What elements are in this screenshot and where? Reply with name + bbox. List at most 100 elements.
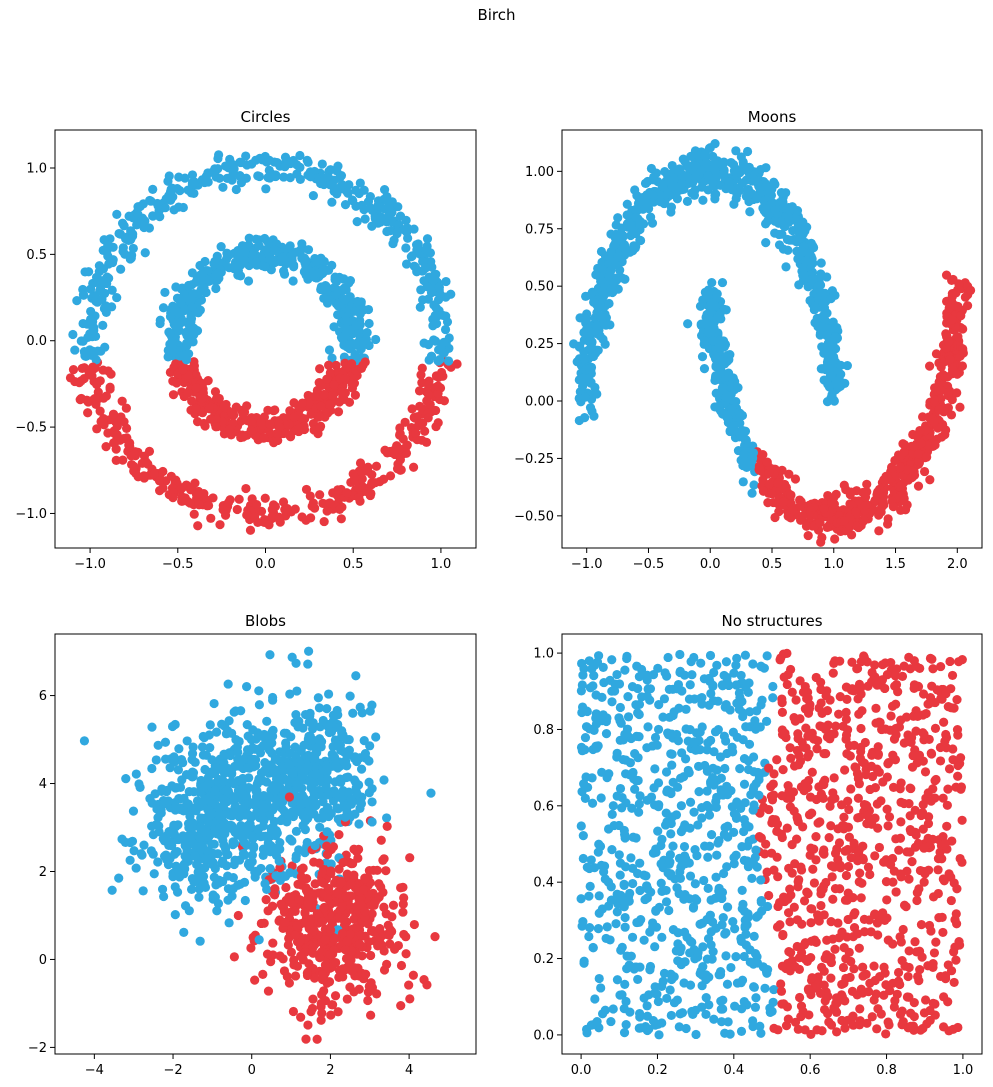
- data-point-cluster-1: [118, 455, 128, 465]
- data-point-cluster-1: [396, 1001, 406, 1011]
- data-point-cluster-0: [818, 322, 828, 332]
- data-point-cluster-1: [786, 490, 796, 500]
- data-point-cluster-0: [290, 717, 300, 728]
- data-point-cluster-0: [685, 871, 696, 881]
- data-point-cluster-0: [126, 253, 136, 263]
- data-point-cluster-0: [818, 298, 828, 308]
- data-point-cluster-1: [433, 418, 443, 428]
- data-point-cluster-1: [354, 984, 364, 994]
- data-point-cluster-0: [152, 198, 162, 209]
- data-point-cluster-0: [267, 738, 277, 748]
- y-tick-label: 0.0: [26, 334, 47, 349]
- x-tick-label: 4: [405, 1063, 413, 1078]
- data-point-cluster-0: [203, 817, 213, 827]
- data-point-cluster-0: [285, 241, 295, 251]
- data-point-cluster-1: [298, 863, 308, 873]
- data-point-cluster-1: [940, 429, 950, 440]
- data-point-cluster-0: [274, 856, 284, 866]
- data-point-cluster-0: [440, 324, 451, 335]
- data-point-cluster-0: [635, 885, 645, 896]
- data-point-cluster-0: [240, 255, 250, 265]
- data-point-cluster-0: [709, 1014, 719, 1024]
- data-point-cluster-0: [798, 217, 808, 227]
- data-point-cluster-1: [936, 362, 946, 372]
- x-tick-label: 2.0: [947, 557, 968, 572]
- y-tick-label: −0.5: [15, 421, 47, 436]
- data-point-cluster-0: [212, 906, 222, 916]
- data-point-cluster-1: [317, 916, 328, 927]
- data-point-cluster-0: [114, 873, 124, 883]
- data-point-cluster-1: [409, 919, 419, 930]
- data-point-cluster-0: [242, 720, 252, 730]
- data-point-cluster-1: [220, 510, 231, 520]
- data-point-cluster-1: [895, 481, 906, 491]
- data-point-cluster-0: [597, 313, 607, 323]
- data-point-cluster-0: [401, 243, 411, 253]
- data-point-cluster-0: [79, 347, 90, 357]
- data-point-cluster-1: [301, 1034, 311, 1044]
- data-point-cluster-0: [588, 943, 598, 953]
- data-point-cluster-1: [281, 882, 291, 893]
- data-point-cluster-0: [683, 161, 693, 171]
- data-point-cluster-1: [946, 410, 957, 420]
- data-point-cluster-0: [295, 174, 305, 184]
- data-point-cluster-0: [712, 289, 722, 299]
- data-point-cluster-0: [268, 692, 278, 703]
- data-point-cluster-0: [187, 818, 198, 828]
- data-point-cluster-0: [799, 269, 809, 279]
- data-point-cluster-0: [229, 263, 239, 274]
- data-point-cluster-1: [385, 471, 396, 481]
- data-point-cluster-0: [205, 720, 215, 730]
- data-point-cluster-1: [276, 899, 286, 909]
- data-point-cluster-0: [696, 166, 706, 176]
- data-point-cluster-1: [189, 357, 199, 367]
- data-point-cluster-1: [308, 994, 318, 1004]
- data-point-cluster-1: [290, 906, 300, 917]
- data-point-cluster-0: [769, 984, 779, 995]
- data-point-cluster-0: [147, 798, 157, 808]
- data-point-cluster-0: [721, 410, 732, 420]
- data-point-cluster-0: [717, 893, 727, 904]
- data-point-cluster-1: [758, 450, 768, 460]
- data-point-cluster-1: [329, 934, 340, 944]
- y-tick-label: 0.5: [26, 248, 47, 263]
- data-point-cluster-0: [705, 650, 716, 661]
- data-point-cluster-0: [778, 197, 788, 207]
- data-point-cluster-1: [357, 474, 367, 484]
- data-point-cluster-1: [309, 857, 319, 867]
- data-point-cluster-1: [872, 1024, 882, 1034]
- data-point-cluster-0: [238, 833, 248, 844]
- data-point-cluster-0: [661, 897, 672, 907]
- y-tick-label: 0.00: [525, 395, 554, 410]
- data-point-cluster-0: [650, 764, 660, 774]
- data-point-cluster-0: [201, 854, 211, 864]
- y-tick-label: −0.50: [514, 509, 554, 524]
- data-point-cluster-0: [801, 256, 811, 266]
- data-point-cluster-0: [740, 650, 751, 660]
- data-point-cluster-1: [921, 995, 931, 1005]
- data-point-cluster-0: [188, 839, 198, 849]
- data-point-cluster-0: [220, 829, 230, 839]
- x-tick-label: −1.0: [74, 557, 106, 572]
- data-point-cluster-0: [292, 686, 302, 696]
- data-point-cluster-0: [219, 751, 229, 761]
- data-point-cluster-0: [382, 813, 392, 823]
- data-point-cluster-1: [256, 918, 266, 929]
- data-point-cluster-0: [214, 173, 225, 183]
- data-point-cluster-0: [836, 360, 846, 370]
- data-point-cluster-0: [584, 891, 594, 901]
- x-tick-label: 0.5: [343, 557, 364, 572]
- data-point-cluster-1: [936, 661, 946, 672]
- data-point-cluster-0: [690, 185, 700, 195]
- y-tick-label: 1.0: [26, 162, 47, 177]
- data-point-cluster-1: [336, 514, 346, 524]
- data-point-cluster-0: [428, 314, 438, 324]
- data-point-cluster-0: [288, 276, 298, 286]
- data-point-cluster-1: [247, 494, 257, 504]
- data-point-cluster-0: [721, 184, 731, 194]
- data-point-cluster-0: [304, 717, 314, 727]
- data-point-cluster-0: [271, 848, 281, 858]
- data-point-cluster-1: [835, 656, 845, 666]
- data-point-cluster-1: [274, 514, 284, 524]
- data-point-cluster-1: [203, 500, 214, 511]
